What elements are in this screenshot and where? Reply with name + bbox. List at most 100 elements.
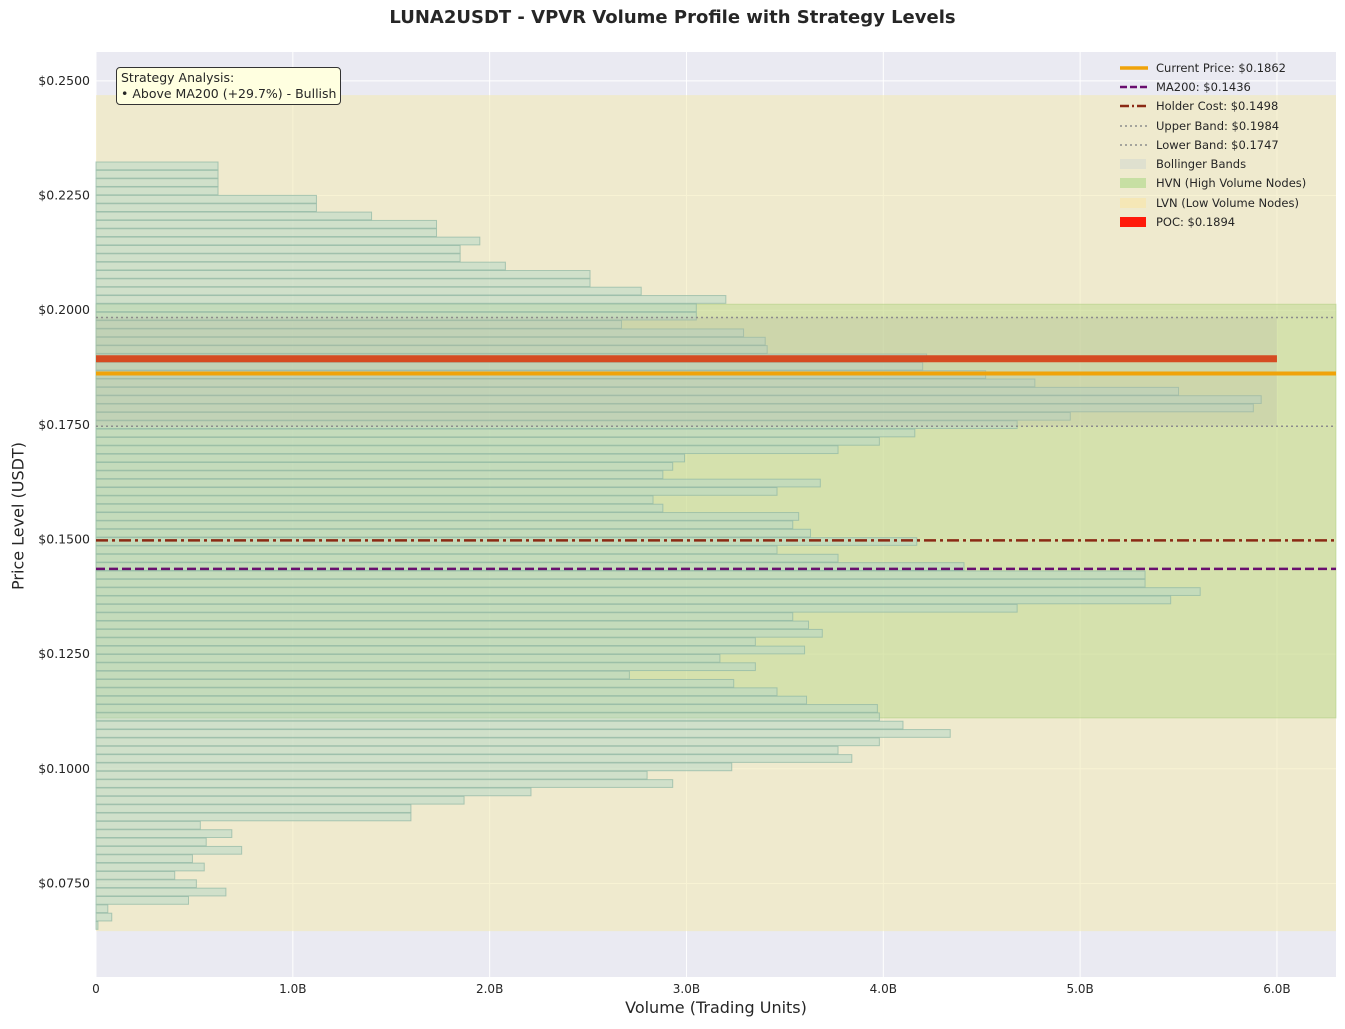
y-tick-label: $0.1500	[38, 531, 90, 546]
volume-bar	[95, 428, 916, 438]
volume-bar	[95, 921, 99, 930]
volume-bar	[95, 787, 532, 797]
legend-swatch	[1120, 139, 1148, 151]
volume-bar	[95, 203, 317, 213]
volume-bar	[95, 695, 808, 705]
volume-bar	[95, 570, 1146, 580]
legend-swatch	[1120, 178, 1146, 189]
volume-bar	[95, 336, 766, 346]
volume-bar	[95, 436, 880, 446]
legend-item: Current Price: $0.1862	[1120, 58, 1306, 77]
volume-bar	[95, 628, 823, 638]
volume-bar	[95, 545, 778, 555]
volume-bar	[95, 253, 461, 263]
legend-item: POC: $0.1894	[1120, 212, 1306, 231]
volume-bar	[95, 687, 778, 697]
volume-bar	[95, 795, 465, 805]
legend-label: Holder Cost: $0.1498	[1156, 99, 1279, 114]
volume-bar	[95, 303, 697, 313]
volume-bar	[95, 186, 219, 196]
volume-bar	[95, 411, 1071, 421]
volume-bar	[95, 378, 1036, 388]
legend-item: Bollinger Bands	[1120, 154, 1306, 173]
volume-bar	[95, 161, 219, 171]
volume-bar	[95, 520, 794, 530]
volume-bar	[95, 670, 630, 680]
volume-bar	[95, 295, 727, 304]
volume-bar	[95, 578, 1146, 588]
volume-bar	[95, 645, 806, 655]
volume-bar	[95, 261, 506, 271]
volume-bar	[95, 845, 243, 855]
x-tick-label: 3.0B	[673, 982, 700, 996]
volume-bar	[95, 278, 591, 288]
volume-bar	[95, 328, 745, 338]
x-tick-label: 5.0B	[1066, 982, 1093, 996]
y-tick-label: $0.2250	[38, 188, 90, 203]
legend-label: HVN (High Volume Nodes)	[1156, 176, 1307, 191]
legend-item: Upper Band: $0.1984	[1120, 116, 1306, 135]
volume-bar	[95, 320, 623, 329]
volume-bar	[95, 562, 965, 571]
legend-label: Lower Band: $0.1747	[1156, 137, 1279, 152]
annotation-line-1: Strategy Analysis:	[121, 70, 235, 85]
volume-bar	[95, 896, 190, 905]
strategy-annotation: Strategy Analysis: • Above MA200 (+29.7%…	[116, 67, 342, 105]
legend-label: Upper Band: $0.1984	[1156, 118, 1280, 133]
volume-bar	[95, 854, 193, 864]
y-tick-label: $0.0750	[38, 875, 90, 890]
volume-bar	[95, 829, 233, 838]
legend-item: MA200: $0.1436	[1120, 77, 1306, 96]
legend-label: LVN (Low Volume Nodes)	[1156, 195, 1299, 210]
annotation-line-2: • Above MA200 (+29.7%) - Bullish	[121, 86, 337, 101]
legend-swatch	[1120, 120, 1148, 132]
volume-bar	[95, 678, 735, 688]
volume-bar	[95, 720, 904, 730]
volume-bar	[95, 420, 1018, 430]
volume-bar	[95, 286, 642, 296]
volume-bar	[95, 361, 924, 371]
y-tick-label: $0.2500	[38, 73, 90, 88]
legend-swatch	[1120, 217, 1146, 228]
legend-swatch	[1120, 81, 1148, 93]
legend-swatch	[1120, 159, 1146, 170]
legend-label: MA200: $0.1436	[1156, 79, 1251, 94]
volume-bar	[95, 620, 810, 630]
volume-bar	[95, 178, 219, 187]
volume-bar	[95, 386, 1180, 396]
volume-bar	[95, 194, 317, 204]
x-tick-label: 0	[92, 982, 100, 996]
legend-swatch	[1120, 62, 1148, 74]
volume-bar	[95, 528, 811, 538]
volume-bar	[95, 912, 113, 922]
volume-bar	[95, 219, 438, 229]
legend-swatch	[1120, 100, 1148, 112]
x-tick-label: 1.0B	[279, 982, 306, 996]
volume-bar	[95, 403, 1254, 413]
chart-title: LUNA2USDT - VPVR Volume Profile with Str…	[389, 7, 956, 28]
legend-label: Bollinger Bands	[1156, 157, 1247, 172]
y-axis-label: Price Level (USDT)	[8, 442, 28, 590]
volume-bar	[95, 228, 438, 238]
y-tick-label: $0.1750	[38, 417, 90, 432]
volume-bar	[95, 637, 756, 647]
x-tick-label: 6.0B	[1263, 982, 1290, 996]
volume-bar	[95, 470, 664, 480]
volume-bar	[95, 887, 227, 897]
volume-bar	[95, 169, 219, 179]
volume-bar	[95, 603, 1018, 613]
volume-bar	[95, 512, 800, 521]
volume-bar	[95, 779, 674, 788]
legend-swatch	[1120, 197, 1146, 208]
volume-bar	[95, 770, 648, 780]
volume-bar	[95, 745, 839, 755]
volume-bar	[95, 612, 794, 621]
volume-bar	[95, 236, 481, 246]
legend-item: Lower Band: $0.1747	[1120, 135, 1306, 154]
legend: Current Price: $0.1862 MA200: $0.1436 Hold…	[1120, 58, 1306, 232]
volume-bar	[95, 653, 721, 663]
volume-bar	[95, 395, 1262, 404]
volume-bar	[95, 503, 664, 513]
